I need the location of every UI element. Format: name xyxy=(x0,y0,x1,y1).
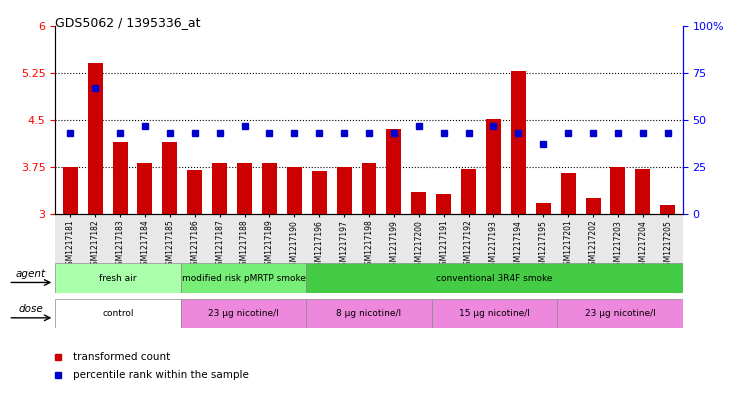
Bar xyxy=(337,167,351,214)
Bar xyxy=(306,263,683,293)
Text: percentile rank within the sample: percentile rank within the sample xyxy=(73,370,249,380)
Bar xyxy=(181,263,306,293)
Bar xyxy=(486,119,501,214)
Bar xyxy=(306,299,432,328)
Text: fresh air: fresh air xyxy=(100,274,137,283)
Text: modified risk pMRTP smoke: modified risk pMRTP smoke xyxy=(182,274,306,283)
Bar xyxy=(411,192,427,214)
Bar xyxy=(213,163,227,214)
Bar xyxy=(511,71,525,214)
Bar xyxy=(63,167,77,214)
Text: GDS5062 / 1395336_at: GDS5062 / 1395336_at xyxy=(55,16,201,29)
Bar xyxy=(585,198,601,214)
Text: control: control xyxy=(103,309,134,318)
Text: conventional 3R4F smoke: conventional 3R4F smoke xyxy=(436,274,553,283)
Text: transformed count: transformed count xyxy=(73,352,170,362)
Bar xyxy=(162,142,177,214)
Text: 15 μg nicotine/l: 15 μg nicotine/l xyxy=(459,309,530,318)
Text: dose: dose xyxy=(18,304,43,314)
Bar xyxy=(113,142,128,214)
Bar xyxy=(432,299,557,328)
Bar xyxy=(387,129,401,214)
Bar xyxy=(55,263,181,293)
Text: agent: agent xyxy=(15,269,46,279)
Bar xyxy=(287,167,302,214)
Text: 8 μg nicotine/l: 8 μg nicotine/l xyxy=(337,309,401,318)
Bar xyxy=(561,173,576,214)
Bar xyxy=(88,63,103,214)
Bar xyxy=(635,169,650,214)
Bar xyxy=(311,171,327,214)
Bar xyxy=(181,299,306,328)
Bar xyxy=(262,163,277,214)
Bar xyxy=(536,203,551,214)
Bar xyxy=(610,167,625,214)
Text: 23 μg nicotine/l: 23 μg nicotine/l xyxy=(584,309,655,318)
Bar xyxy=(661,205,675,214)
Bar xyxy=(362,163,376,214)
Bar xyxy=(137,163,153,214)
Bar xyxy=(461,169,476,214)
Text: 23 μg nicotine/l: 23 μg nicotine/l xyxy=(208,309,279,318)
Bar xyxy=(187,170,202,214)
Bar xyxy=(237,163,252,214)
Bar xyxy=(436,194,451,214)
Bar xyxy=(557,299,683,328)
Bar xyxy=(55,299,181,328)
